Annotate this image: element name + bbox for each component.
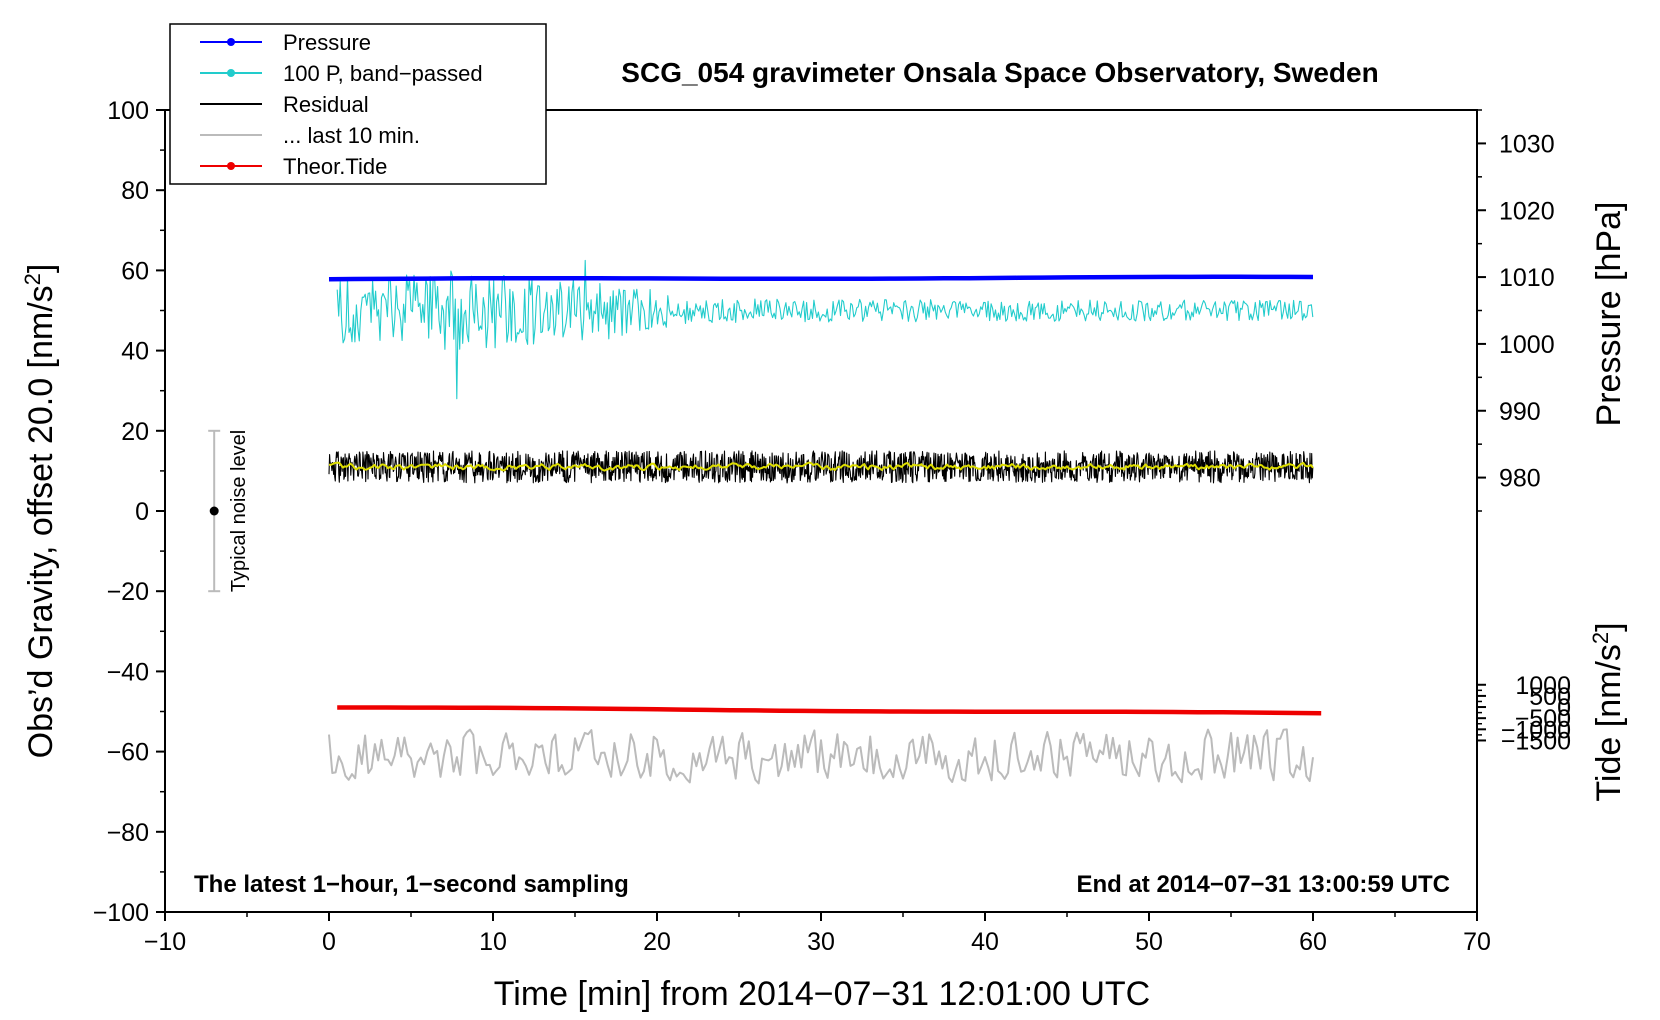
pressure-tick-label: 980 <box>1499 465 1541 493</box>
tide-tick-label: 500 <box>1529 683 1571 711</box>
legend-label: ... last 10 min. <box>283 123 420 148</box>
y-tick-label: 40 <box>121 338 149 366</box>
legend: Pressure 100 P, band−passed Residual ... la… <box>169 23 547 185</box>
series-bandpassed-pressure <box>336 259 1314 400</box>
y-tick-label: 0 <box>135 498 149 526</box>
series-pressure <box>328 274 1314 282</box>
x-tick-label: 70 <box>1463 928 1491 956</box>
x-tick-label: 0 <box>322 928 336 956</box>
legend-label: 100 P, band−passed <box>283 61 483 86</box>
y-tick-label: −80 <box>107 819 149 847</box>
series-layer <box>328 259 1322 785</box>
tide-tick-label: −500 <box>1515 705 1571 733</box>
tide-tick-label: 1000 <box>1515 672 1571 700</box>
x-tick-label: 30 <box>807 928 835 956</box>
pressure-tick-label: 1020 <box>1499 197 1555 225</box>
tide-tick-label: 0 <box>1557 694 1571 722</box>
axes-layer: −10 0 10 20 30 40 50 60 70−100−80−60−40−20020406… <box>93 97 1571 956</box>
series-residual-smoothed <box>328 461 1314 472</box>
sampling-note: The latest 1−hour, 1−second sampling <box>194 871 629 898</box>
end-time-note: End at 2014−07−31 13:00:59 UTC <box>1076 871 1450 898</box>
x-tick-label: −10 <box>144 928 186 956</box>
noise-center-dot <box>209 506 219 516</box>
legend-marker <box>227 38 235 46</box>
noise-label: Typical noise level <box>228 430 250 592</box>
pressure-tick-label: 1010 <box>1499 264 1555 292</box>
left-axis-title: Obs’d Gravity, offset 20.0 [nm/s2] <box>20 264 60 759</box>
y-tick-label: −20 <box>107 578 149 606</box>
series-theor-tide <box>337 705 1322 716</box>
legend-marker <box>227 162 235 170</box>
legend-label: Residual <box>283 92 369 117</box>
plot-frame <box>164 109 1478 913</box>
noise-indicator: Typical noise level <box>208 429 250 593</box>
x-tick-label: 60 <box>1299 928 1327 956</box>
legend-marker <box>227 69 235 77</box>
pressure-tick-label: 990 <box>1499 398 1541 426</box>
chart-title: SCG_054 gravimeter Onsala Space Observat… <box>621 57 1378 88</box>
pressure-tick-label: 1000 <box>1499 331 1555 359</box>
tide-axis-title: Tide [nm/s2] <box>1588 622 1628 801</box>
tide-tick-label: −1500 <box>1501 727 1571 755</box>
pressure-tick-label: 1030 <box>1499 130 1555 158</box>
x-axis-title: Time [min] from 2014−07−31 12:01:00 UTC <box>494 975 1150 1013</box>
pressure-axis-title: Pressure [hPa] <box>1590 202 1628 427</box>
x-tick-label: 10 <box>479 928 507 956</box>
series-last-10-min <box>328 728 1314 785</box>
y-tick-label: 60 <box>121 257 149 285</box>
tide-tick-label: −1000 <box>1501 716 1571 744</box>
y-tick-label: −60 <box>107 739 149 767</box>
y-tick-label: −40 <box>107 658 149 686</box>
y-tick-label: 80 <box>121 177 149 205</box>
x-tick-label: 50 <box>1135 928 1163 956</box>
y-tick-label: 20 <box>121 418 149 446</box>
legend-label: Pressure <box>283 30 371 55</box>
x-tick-label: 20 <box>643 928 671 956</box>
y-tick-label: −100 <box>93 899 149 927</box>
y-tick-label: 100 <box>107 97 149 125</box>
x-tick-label: 40 <box>971 928 999 956</box>
legend-label: Theor.Tide <box>283 154 387 179</box>
